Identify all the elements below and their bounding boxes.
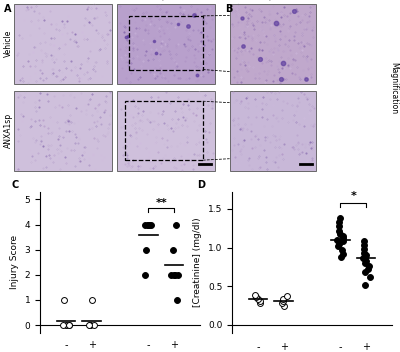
Point <box>168 272 174 278</box>
Point <box>336 223 342 229</box>
Text: -: - <box>147 340 150 350</box>
Point <box>360 255 366 260</box>
Point <box>339 247 346 253</box>
Point <box>336 241 342 246</box>
Point <box>91 322 97 328</box>
Point <box>145 222 152 227</box>
Text: Magnification: Magnification <box>389 62 398 114</box>
Bar <box>117 90 215 171</box>
Y-axis label: Injury Score: Injury Score <box>10 235 19 289</box>
Text: Sham: Sham <box>51 0 75 2</box>
Point <box>171 272 178 278</box>
Text: -: - <box>256 342 260 352</box>
Point <box>147 222 154 227</box>
Bar <box>230 90 316 171</box>
Text: -: - <box>64 340 68 350</box>
Point <box>279 300 286 306</box>
Point <box>253 294 260 300</box>
Point <box>340 251 346 257</box>
Text: B: B <box>226 4 233 13</box>
Text: +: + <box>362 342 370 352</box>
Point <box>89 297 96 303</box>
Point <box>362 256 368 262</box>
Point <box>361 243 367 248</box>
Bar <box>125 101 203 160</box>
Text: +: + <box>170 340 178 350</box>
Point <box>338 254 344 260</box>
Point <box>361 239 367 244</box>
Point <box>284 294 290 299</box>
Point <box>366 263 372 269</box>
Point <box>365 266 372 272</box>
Point <box>257 300 263 306</box>
Text: ANXA1sp: ANXA1sp <box>4 113 13 148</box>
Point <box>337 215 343 221</box>
Point <box>362 270 368 275</box>
Point <box>362 259 369 264</box>
Text: +: + <box>280 342 288 352</box>
Point <box>66 322 72 328</box>
Point <box>366 274 373 280</box>
Y-axis label: [Creatinine] (mg/dl): [Creatinine] (mg/dl) <box>193 218 202 307</box>
Point <box>257 298 263 304</box>
Point <box>340 239 346 244</box>
Text: *: * <box>350 191 356 201</box>
Point <box>362 260 369 266</box>
Point <box>170 247 176 252</box>
Text: +: + <box>88 340 96 350</box>
Point <box>173 222 180 227</box>
Point <box>363 252 369 258</box>
Bar <box>230 4 316 84</box>
Point <box>87 322 93 328</box>
Text: **: ** <box>156 198 167 208</box>
Text: I/R: I/R <box>267 0 278 2</box>
Bar <box>14 90 112 171</box>
Point <box>146 222 152 227</box>
Point <box>362 282 368 288</box>
Point <box>174 272 181 278</box>
Point <box>142 222 149 227</box>
Point <box>361 250 368 256</box>
Point <box>145 222 151 227</box>
Point <box>174 297 180 303</box>
Point <box>66 322 72 328</box>
Text: A: A <box>4 4 12 13</box>
Text: C: C <box>11 181 18 190</box>
Point <box>142 272 148 278</box>
Point <box>280 296 286 302</box>
Point <box>172 272 178 278</box>
Text: I/R: I/R <box>160 0 172 2</box>
Point <box>280 298 286 304</box>
Bar <box>129 16 203 69</box>
Point <box>86 322 92 328</box>
Point <box>340 235 346 241</box>
Point <box>334 237 340 243</box>
Point <box>336 228 342 233</box>
Point <box>335 243 342 249</box>
Point <box>63 322 69 328</box>
Bar <box>117 4 215 84</box>
Point <box>281 303 287 309</box>
Point <box>87 322 93 328</box>
Point <box>143 247 150 252</box>
Text: -: - <box>339 342 342 352</box>
Point <box>339 233 346 239</box>
Point <box>336 219 342 225</box>
Point <box>255 296 261 301</box>
Text: D: D <box>197 181 205 190</box>
Point <box>61 297 68 303</box>
Point <box>337 231 343 237</box>
Point <box>361 246 368 252</box>
Point <box>251 292 258 297</box>
Text: Vehicle: Vehicle <box>4 30 13 57</box>
Point <box>60 322 66 328</box>
Bar <box>14 4 112 84</box>
